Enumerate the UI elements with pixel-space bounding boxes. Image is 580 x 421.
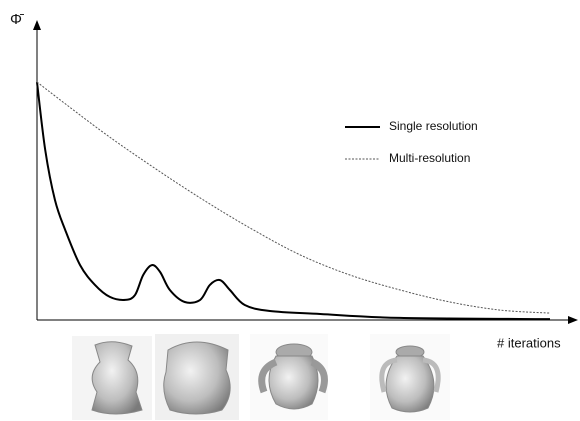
series-line [37,82,550,319]
series-line [37,82,550,313]
x-axis-label: # iterations [497,335,561,350]
legend-label: Multi-resolution [389,151,470,165]
y-arrow [33,20,41,30]
chart: Φ̄ # iterations Single resolution Multi-r… [0,0,580,421]
thumbnails [72,334,450,420]
legend-label: Single resolution [389,119,478,133]
y-axis-label: Φ̄ [10,11,24,28]
x-arrow [568,316,578,324]
